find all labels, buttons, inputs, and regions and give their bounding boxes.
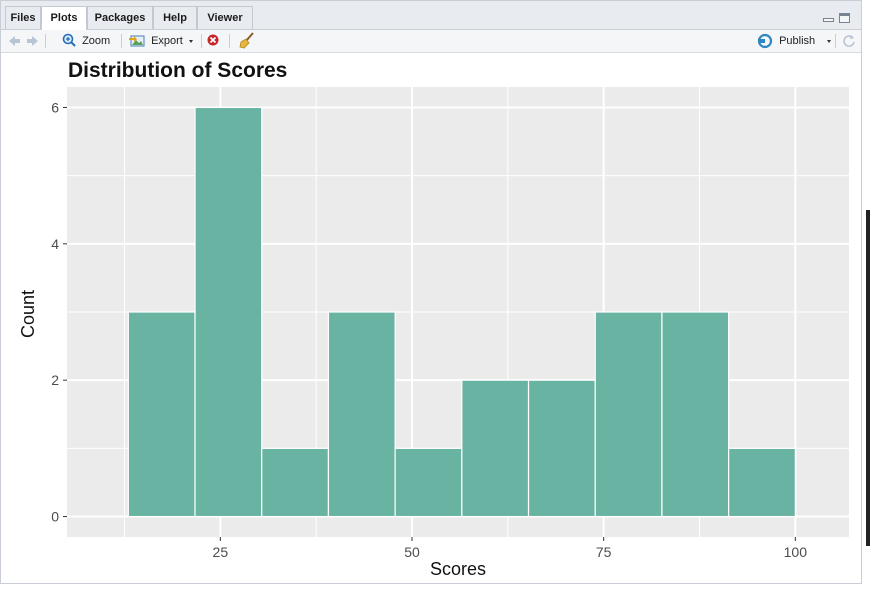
minimize-icon[interactable] [823, 13, 834, 23]
toolbar-separator [835, 34, 836, 48]
zoom-button[interactable]: Zoom [61, 30, 110, 52]
publish-icon [757, 33, 773, 49]
x-tick-label: 25 [213, 544, 229, 560]
toolbar-separator [121, 34, 122, 48]
histogram-bar [661, 311, 730, 518]
x-tick-label: 50 [404, 544, 420, 560]
histogram-bar [527, 379, 596, 518]
y-tick-label: 2 [51, 372, 59, 388]
pane-tab-bar: Files Plots Packages Help Viewer [1, 1, 861, 30]
chart-title: Distribution of Scores [68, 59, 287, 82]
y-tick-label: 4 [51, 236, 59, 252]
y-axis-ticks: 0 2 4 6 [51, 99, 67, 525]
histogram-bars [127, 106, 796, 518]
histogram-chart: Distribution of Scores 0 2 4 6 25 50 75 100 Sc… [18, 59, 849, 579]
y-axis-label: Count [18, 290, 38, 338]
plots-pane: Files Plots Packages Help Viewer [0, 0, 862, 584]
remove-plot-icon [207, 34, 219, 46]
toolbar-separator [45, 34, 46, 48]
toolbar-separator [229, 34, 230, 48]
histogram-bar [394, 447, 463, 518]
y-tick-label: 0 [51, 509, 59, 525]
arrow-right-icon [27, 36, 38, 46]
zoom-label: Zoom [82, 35, 111, 47]
histogram-bar [728, 447, 796, 518]
y-tick-label: 6 [51, 99, 59, 115]
histogram-bar [594, 311, 663, 518]
x-axis-label: Scores [430, 559, 486, 579]
tab-packages[interactable]: Packages [87, 6, 153, 29]
clear-plots-button[interactable] [238, 30, 256, 52]
forward-button[interactable] [25, 30, 41, 52]
tab-plots[interactable]: Plots [41, 6, 87, 30]
histogram-bar [127, 311, 196, 518]
magnifier-icon [62, 33, 76, 47]
plots-toolbar: Zoom Export [1, 30, 861, 53]
histogram-bar [327, 311, 396, 518]
arrow-left-icon [9, 36, 20, 46]
publish-button[interactable]: Publish [756, 30, 834, 52]
chevron-down-icon [827, 40, 832, 43]
x-axis-ticks: 25 50 75 100 [213, 537, 808, 560]
broom-icon [239, 32, 254, 49]
scrollbar-edge[interactable] [866, 210, 870, 546]
export-image-icon [129, 35, 145, 47]
maximize-icon[interactable] [839, 13, 850, 23]
histogram-bar [461, 379, 530, 518]
histogram-bar [194, 106, 263, 518]
export-menu-button[interactable]: Export [128, 30, 196, 52]
x-tick-label: 100 [784, 544, 808, 560]
back-button[interactable] [6, 30, 22, 52]
toolbar-separator [201, 34, 202, 48]
refresh-button[interactable] [841, 30, 857, 52]
tab-viewer[interactable]: Viewer [197, 6, 253, 29]
tab-help[interactable]: Help [153, 6, 197, 29]
publish-label: Publish [779, 35, 816, 47]
histogram-bar [261, 447, 330, 518]
export-label: Export [151, 35, 183, 47]
remove-plot-button[interactable] [206, 30, 222, 52]
x-tick-label: 75 [596, 544, 612, 560]
chevron-down-icon [188, 40, 193, 43]
refresh-icon [843, 35, 855, 47]
tab-files[interactable]: Files [5, 6, 41, 29]
